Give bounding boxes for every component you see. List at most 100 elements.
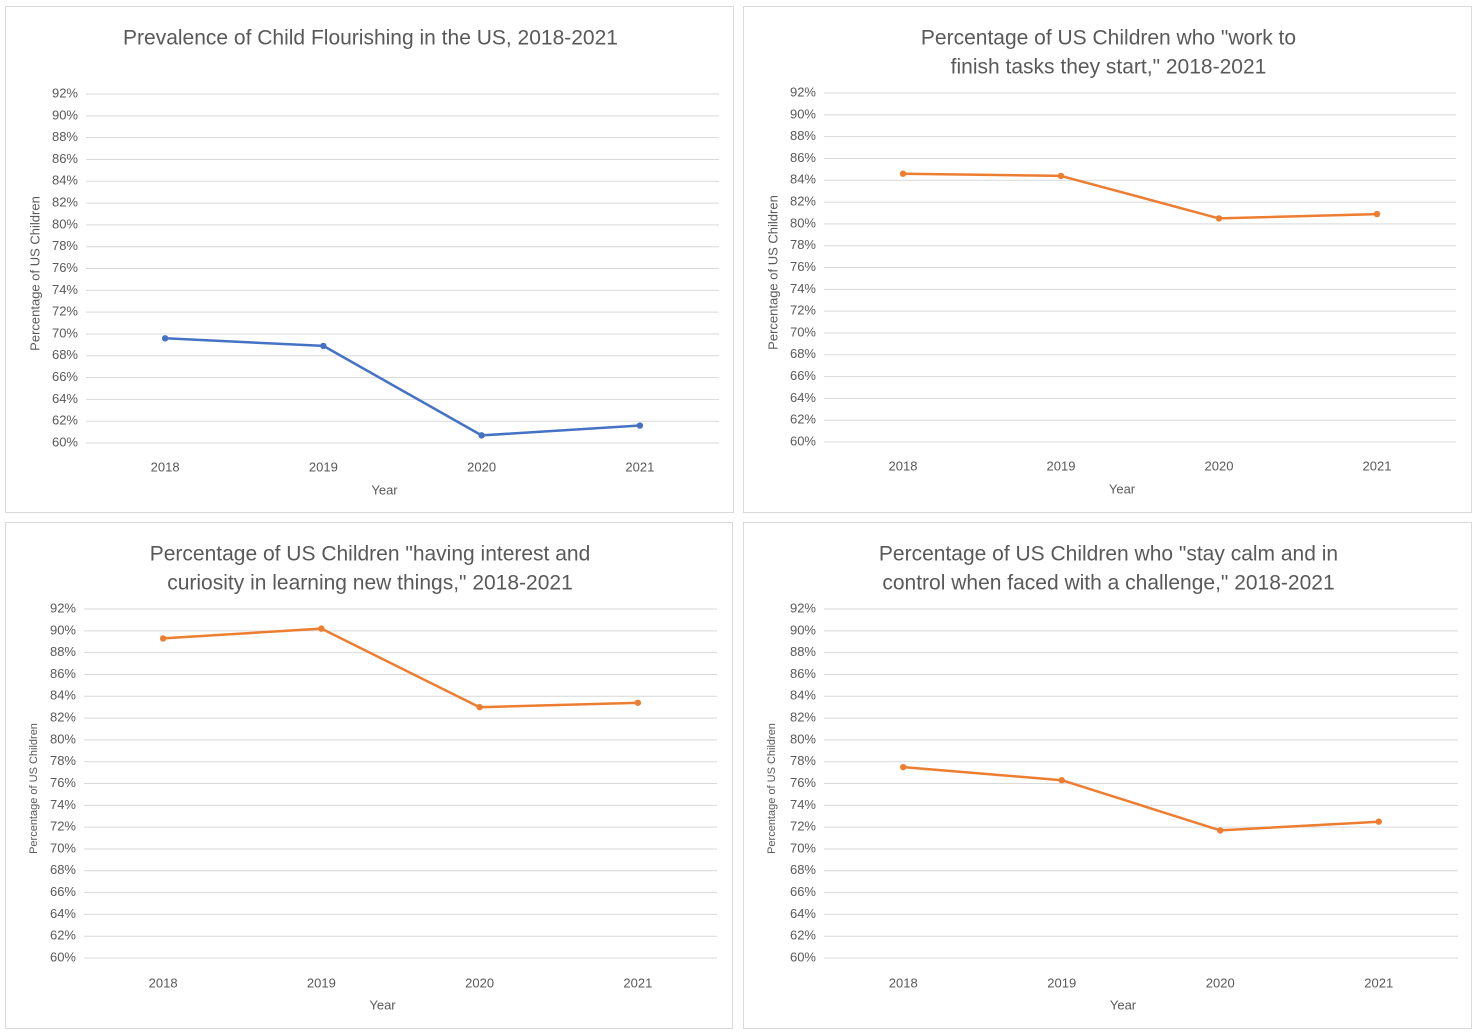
data-point: [476, 703, 483, 711]
y-tick-label: 80%: [790, 731, 816, 746]
y-tick-label: 90%: [790, 622, 816, 637]
data-point: [161, 335, 169, 342]
y-tick-label: 80%: [790, 215, 816, 230]
y-tick-label: 88%: [790, 128, 816, 143]
y-tick-label: 88%: [50, 644, 76, 659]
y-tick-label: 84%: [790, 688, 816, 703]
y-tick-label: 84%: [52, 173, 78, 188]
y-axis-label: Percentage of US Children: [765, 195, 780, 350]
series-line: [902, 765, 1381, 832]
y-tick-label: 72%: [790, 303, 816, 318]
y-tick-label: 64%: [790, 906, 816, 921]
data-point: [1058, 777, 1065, 784]
x-tick-label: 2018: [151, 459, 180, 474]
y-tick-label: 84%: [790, 172, 816, 187]
data-point: [1217, 827, 1224, 834]
y-tick-label: 88%: [52, 129, 78, 144]
chart-title-line: Percentage of US Children "having intere…: [150, 543, 591, 566]
y-tick-label: 66%: [790, 884, 816, 899]
data-point: [1215, 215, 1223, 222]
y-tick-label: 68%: [52, 347, 78, 362]
data-point: [634, 699, 642, 706]
y-tick-label: 78%: [52, 238, 78, 253]
y-tick-label: 78%: [50, 753, 76, 768]
y-tick-label: 64%: [790, 390, 816, 405]
y-tick-label: 80%: [52, 216, 78, 231]
x-tick-label: 2020: [465, 975, 494, 990]
y-axis-label: Percentage of US Children: [766, 723, 778, 854]
y-tick-label: 92%: [790, 84, 816, 99]
y-tick-label: 76%: [790, 259, 816, 274]
y-tick-label: 82%: [790, 194, 816, 209]
y-tick-label: 78%: [790, 237, 816, 252]
y-tick-label: 72%: [52, 304, 78, 319]
x-axis-label: Year: [1109, 481, 1136, 496]
y-tick-label: 86%: [52, 151, 78, 166]
chart-title-line: Prevalence of Child Flourishing in the U…: [123, 27, 618, 50]
y-tick-label: 92%: [790, 600, 816, 615]
chart-svg: Percentage of US Children who "work to fi…: [765, 27, 1456, 496]
data-point: [1373, 210, 1381, 218]
y-tick-label: 86%: [50, 666, 76, 681]
y-tick-label: 92%: [52, 85, 78, 100]
y-tick-label: 80%: [50, 731, 76, 746]
series-line: [901, 172, 1379, 220]
chart-svg: Percentage of US Children who "stay calm…: [766, 543, 1458, 1012]
y-tick-label: 86%: [790, 666, 816, 681]
y-tick-label: 86%: [790, 150, 816, 165]
y-tick-label: 74%: [790, 797, 816, 812]
chart-panel-stay-calm: Percentage of US Children who "stay calm…: [743, 522, 1472, 1029]
x-tick-label: 2019: [1047, 458, 1076, 473]
x-tick-label: 2021: [623, 975, 652, 990]
y-tick-label: 70%: [52, 325, 78, 340]
y-tick-label: 90%: [50, 622, 76, 637]
data-point: [159, 635, 167, 642]
y-tick-label: 78%: [790, 753, 816, 768]
data-point: [318, 625, 325, 632]
y-tick-label: 70%: [790, 840, 816, 855]
x-tick-label: 2021: [1364, 975, 1393, 990]
y-tick-label: 62%: [790, 412, 816, 427]
chart-svg: Prevalence of Child Flourishing in the U…: [27, 27, 719, 497]
x-tick-label: 2018: [149, 975, 178, 990]
y-tick-label: 64%: [50, 906, 76, 921]
y-tick-label: 64%: [52, 391, 78, 406]
x-tick-label: 2021: [625, 459, 654, 474]
chart-title-line: finish tasks they start," 2018-2021: [951, 56, 1267, 79]
x-tick-label: 2019: [1047, 975, 1076, 990]
x-tick-label: 2018: [889, 975, 918, 990]
x-tick-label: 2018: [889, 458, 918, 473]
chart-panel-finish-tasks: Percentage of US Children who "work to fi…: [743, 6, 1472, 513]
y-tick-label: 74%: [50, 797, 76, 812]
y-tick-label: 88%: [790, 644, 816, 659]
y-axis-label: Percentage of US Children: [28, 723, 40, 854]
y-tick-label: 76%: [50, 775, 76, 790]
y-tick-label: 82%: [790, 710, 816, 725]
y-tick-label: 84%: [50, 688, 76, 703]
y-tick-label: 90%: [790, 106, 816, 121]
data-point: [636, 422, 644, 429]
data-point: [899, 170, 907, 177]
data-point: [1375, 818, 1382, 825]
x-tick-label: 2020: [467, 459, 496, 474]
chart-title-line: curiosity in learning new things," 2018-…: [167, 572, 573, 595]
y-tick-label: 60%: [790, 949, 816, 964]
y-tick-label: 82%: [52, 195, 78, 210]
y-tick-label: 68%: [790, 346, 816, 361]
data-point: [900, 763, 907, 771]
y-tick-label: 60%: [790, 433, 816, 448]
y-tick-label: 62%: [50, 928, 76, 943]
y-axis-label: Percentage of US Children: [27, 196, 42, 351]
y-tick-label: 70%: [790, 324, 816, 339]
data-point: [320, 342, 327, 350]
x-tick-label: 2020: [1205, 458, 1234, 473]
y-tick-label: 76%: [790, 775, 816, 790]
y-tick-label: 66%: [790, 368, 816, 383]
y-tick-label: 76%: [52, 260, 78, 275]
y-tick-label: 72%: [50, 819, 76, 834]
chart-title-line: control when faced with a challenge," 20…: [882, 572, 1334, 595]
y-tick-label: 72%: [790, 819, 816, 834]
y-tick-label: 90%: [52, 107, 78, 122]
data-point: [478, 432, 485, 439]
x-tick-label: 2020: [1206, 975, 1235, 990]
